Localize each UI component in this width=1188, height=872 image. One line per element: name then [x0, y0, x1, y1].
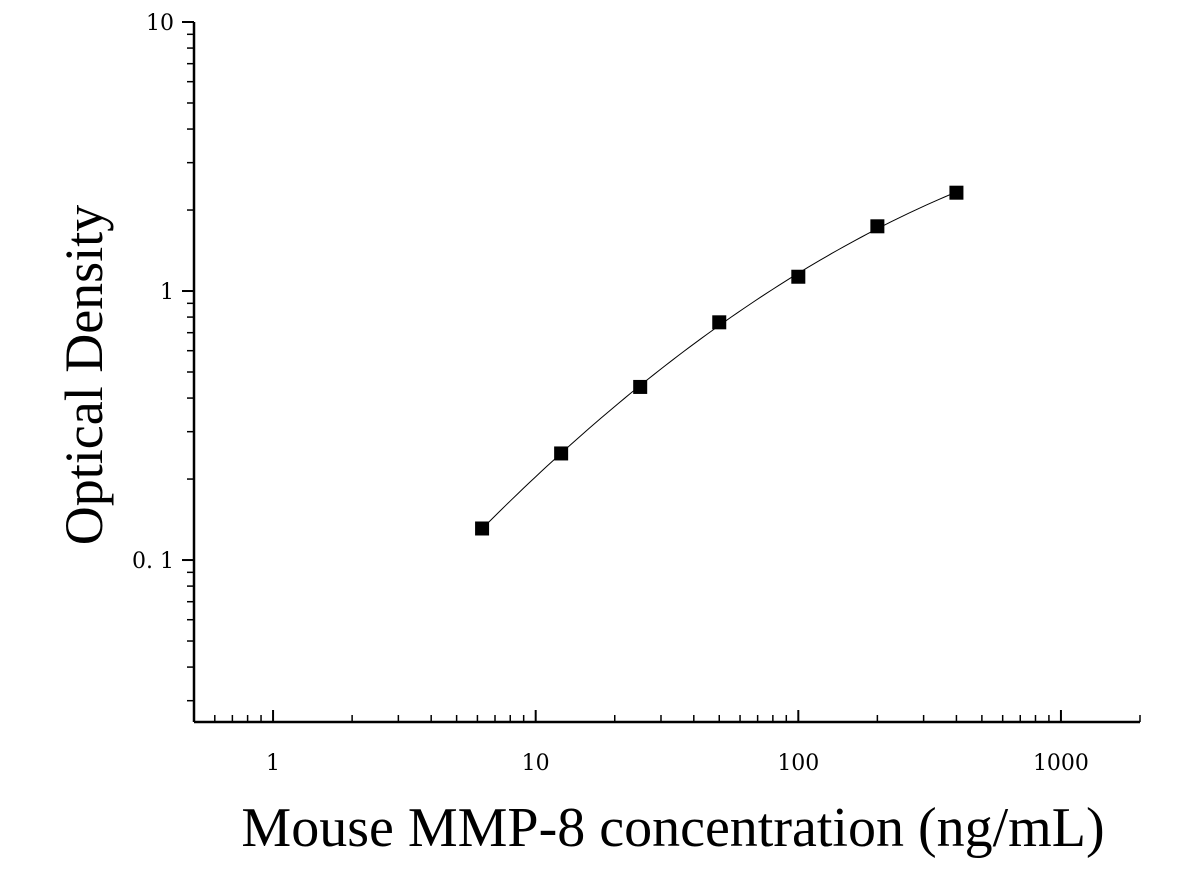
axes: [192, 22, 1140, 724]
data-point: [791, 269, 806, 284]
data-point: [475, 521, 490, 536]
tick-labels: 1 10 100 1000 0. 1 1 10: [132, 11, 1089, 776]
y-axis-title: Optical Density: [54, 205, 114, 545]
x-tick-label: 100: [777, 751, 819, 776]
x-tick-label: 1: [266, 751, 280, 776]
x-tick-label: 1000: [1033, 751, 1089, 776]
y-tick-label: 0. 1: [132, 549, 174, 574]
data-point: [554, 446, 569, 461]
data-points: [475, 185, 964, 536]
data-point: [870, 219, 885, 234]
data-point: [712, 315, 727, 330]
data-point: [949, 185, 964, 200]
x-tick-label: 10: [522, 751, 550, 776]
y-tick-label: 1: [160, 280, 174, 305]
x-axis-title: Mouse MMP-8 concentration (ng/mL): [241, 797, 1104, 859]
data-point: [633, 379, 648, 394]
ticks: [182, 21, 1141, 722]
y-tick-label: 10: [146, 11, 174, 36]
fit-curve: [481, 191, 957, 530]
